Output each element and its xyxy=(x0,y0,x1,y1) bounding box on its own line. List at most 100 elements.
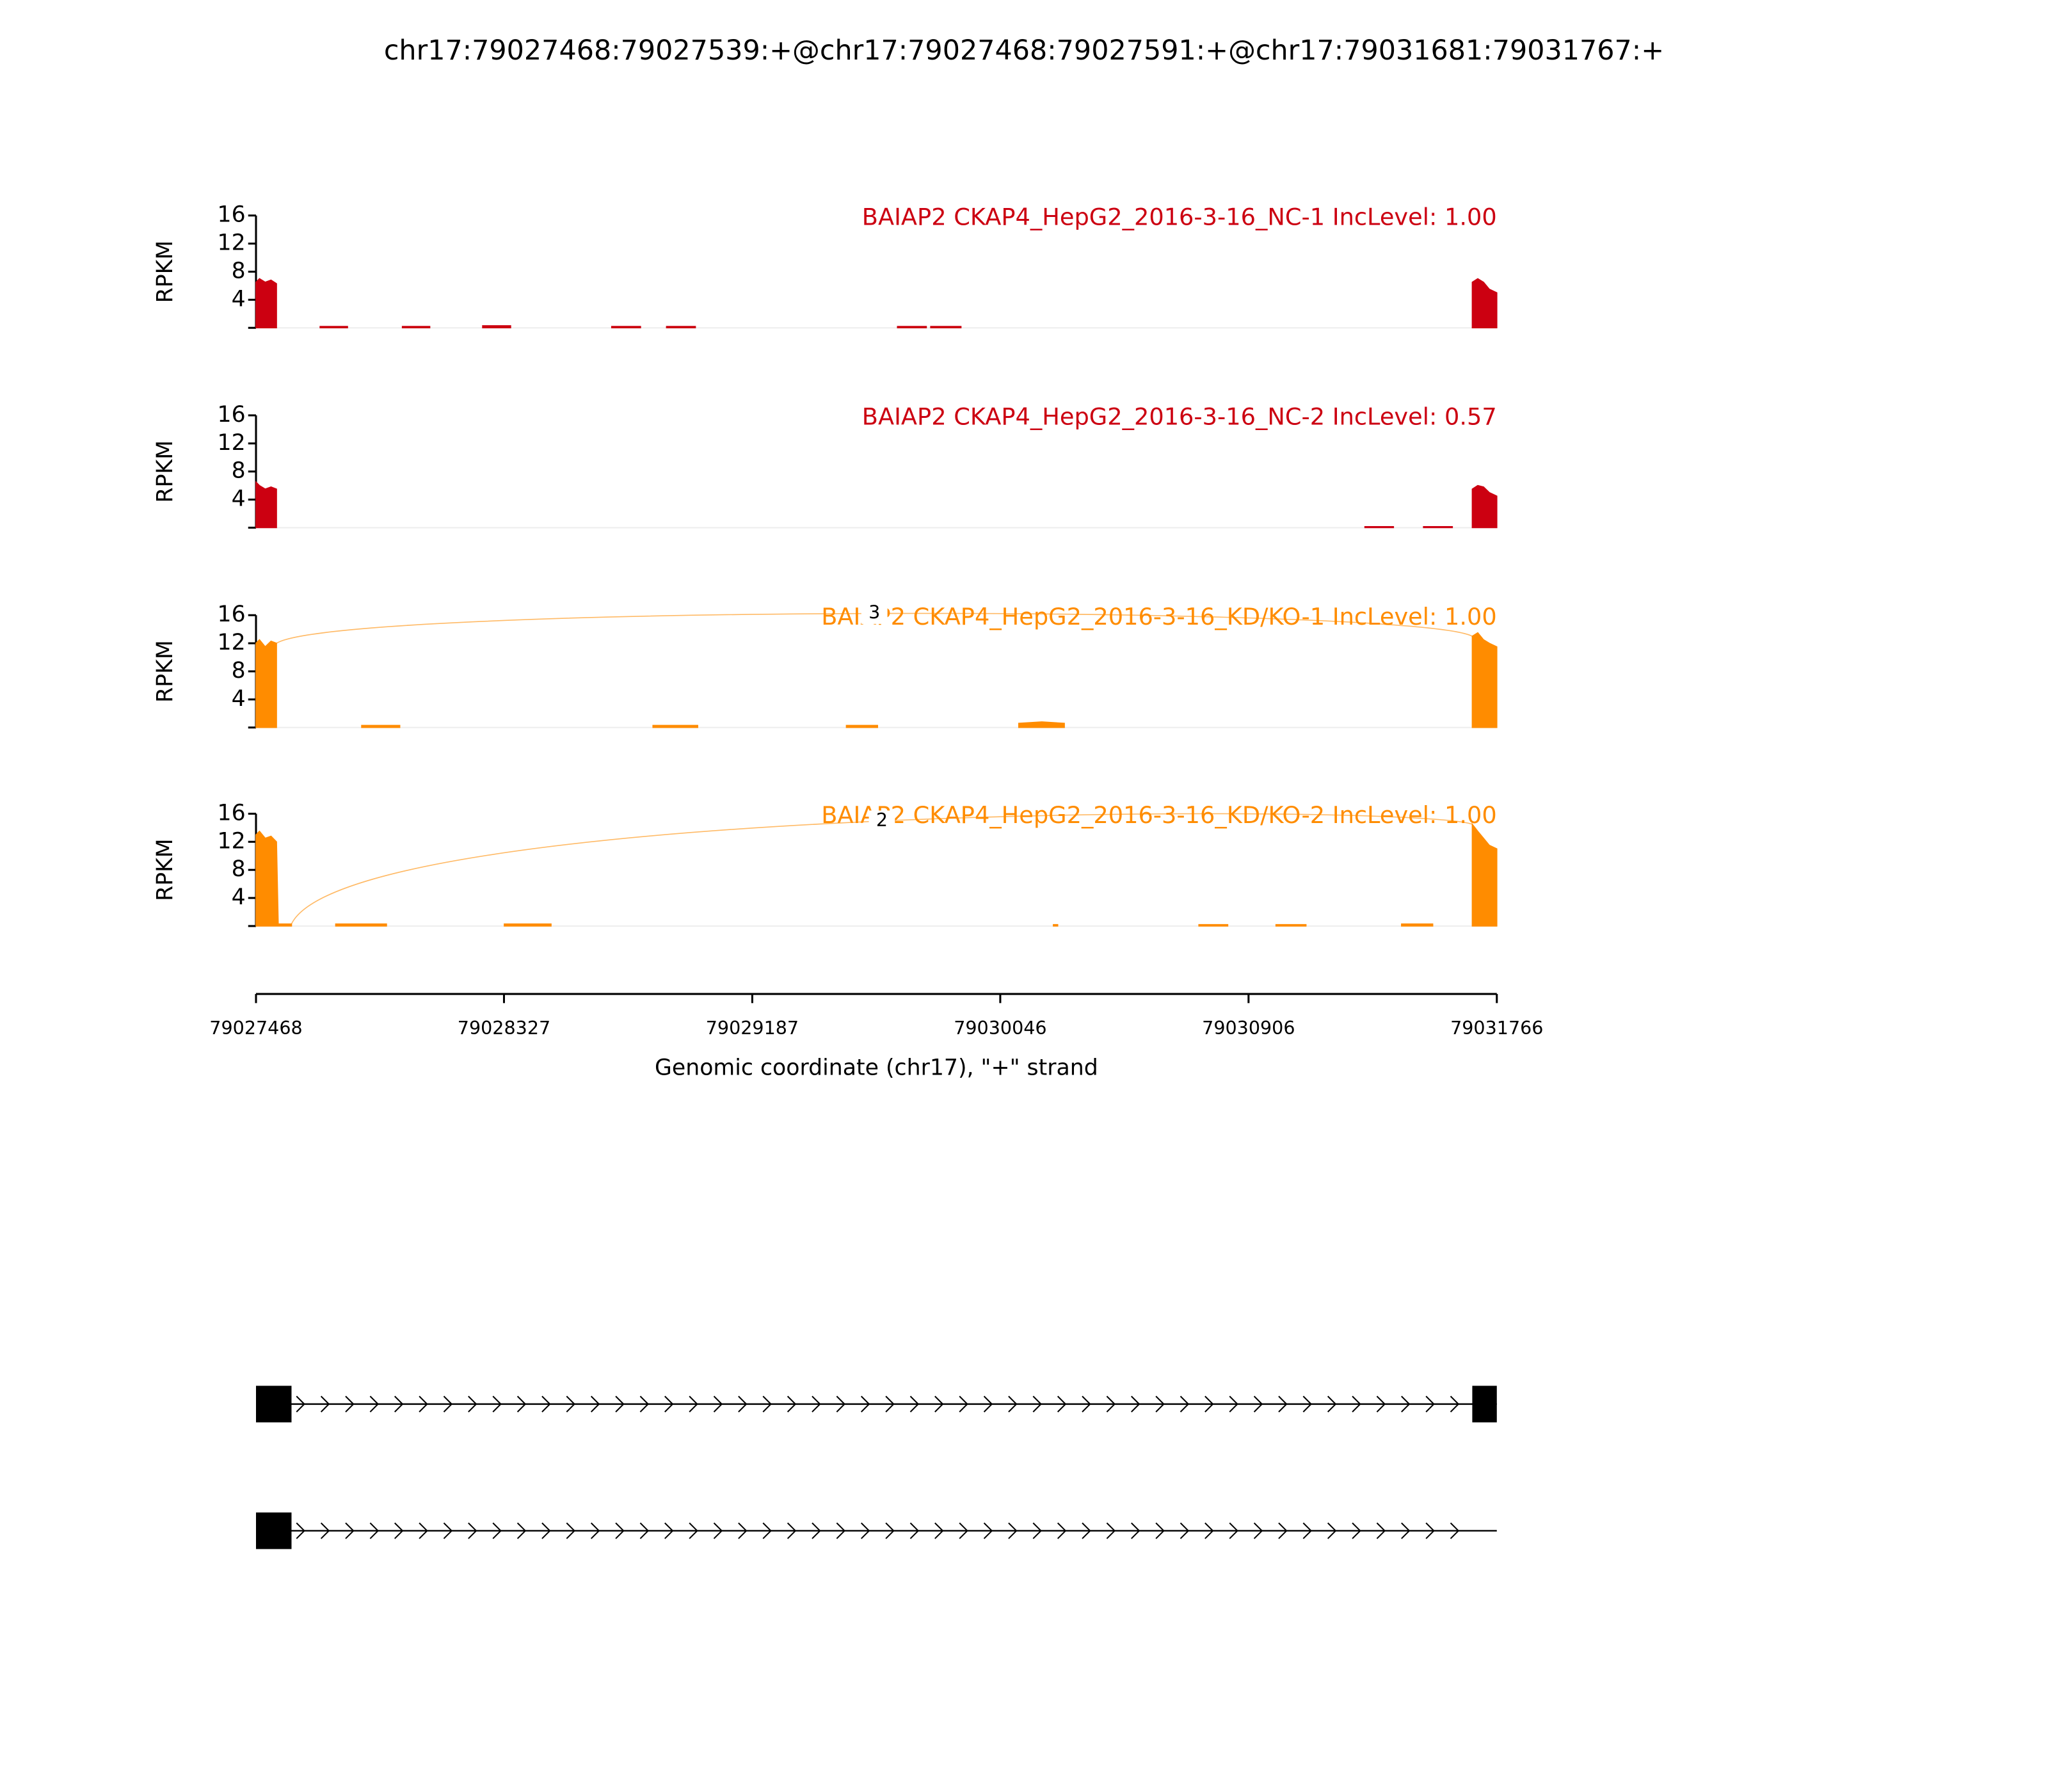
coverage-area xyxy=(1471,484,1498,529)
strand-arrow xyxy=(369,1395,380,1412)
strand-arrow xyxy=(983,1522,993,1539)
strand-arrow xyxy=(738,1522,748,1539)
junction-label-bg xyxy=(861,603,888,624)
y-tick-label: 12 xyxy=(218,230,246,256)
x-tick-label: 79027468 xyxy=(209,1017,302,1039)
strand-arrow xyxy=(836,1395,846,1412)
strand-arrow xyxy=(1327,1395,1337,1412)
strand-arrow xyxy=(468,1395,477,1412)
strand-arrow xyxy=(320,1522,330,1539)
x-tick-label: 79030906 xyxy=(1202,1017,1295,1039)
strand-arrow xyxy=(1155,1522,1165,1539)
strand-arrow xyxy=(909,1395,920,1412)
strand-arrow xyxy=(1204,1522,1214,1539)
strand-arrow xyxy=(909,1522,920,1539)
strand-arrow xyxy=(345,1522,355,1539)
strand-arrow xyxy=(1057,1395,1067,1412)
strand-arrow xyxy=(1229,1522,1238,1539)
coverage-area xyxy=(361,724,401,728)
x-tick-label: 79028327 xyxy=(458,1017,550,1039)
track-title: BAIAP2 CKAP4_HepG2_2016-3-16_NC-2 IncLev… xyxy=(862,403,1497,431)
coverage-area xyxy=(255,830,292,927)
strand-arrow xyxy=(1057,1522,1067,1539)
x-tick-label: 79031766 xyxy=(1450,1017,1543,1039)
coverage-area xyxy=(319,326,348,329)
coverage-area xyxy=(1471,278,1498,329)
strand-arrow xyxy=(615,1395,625,1412)
strand-arrow xyxy=(689,1522,698,1539)
y-tick-label: 16 xyxy=(218,800,246,826)
coverage-area xyxy=(482,325,511,329)
coverage-area xyxy=(611,326,641,329)
coverage-area xyxy=(1198,924,1229,927)
y-tick-label: 8 xyxy=(232,258,246,284)
strand-arrow xyxy=(296,1522,305,1539)
strand-arrow xyxy=(492,1522,502,1539)
strand-arrow xyxy=(590,1395,600,1412)
strand-arrow xyxy=(541,1522,551,1539)
strand-arrow xyxy=(1106,1522,1116,1539)
y-tick-label: 16 xyxy=(218,202,246,228)
y-tick-label: 16 xyxy=(218,602,246,627)
strand-arrow xyxy=(566,1522,575,1539)
junction-label: 2 xyxy=(876,809,888,831)
strand-arrow xyxy=(1032,1522,1042,1539)
y-tick-label: 4 xyxy=(232,486,246,512)
strand-arrow xyxy=(296,1395,305,1412)
strand-arrow xyxy=(1229,1395,1238,1412)
coverage-area xyxy=(401,326,431,329)
strand-arrow xyxy=(369,1522,380,1539)
strand-arrow xyxy=(860,1522,870,1539)
strand-arrow xyxy=(1278,1522,1288,1539)
strand-arrow xyxy=(468,1522,477,1539)
y-tick-label: 12 xyxy=(218,430,246,456)
strand-arrow xyxy=(787,1395,797,1412)
strand-arrow xyxy=(1352,1522,1361,1539)
strand-arrow xyxy=(689,1395,698,1412)
y-axis-label: RPKM xyxy=(152,241,178,303)
strand-arrow xyxy=(1327,1522,1337,1539)
strand-arrow xyxy=(1302,1395,1313,1412)
y-axis-label: RPKM xyxy=(152,640,178,703)
strand-arrow xyxy=(812,1395,821,1412)
strand-arrow xyxy=(394,1395,404,1412)
coverage-area xyxy=(897,326,927,329)
strand-arrow xyxy=(1180,1395,1190,1412)
coverage-area xyxy=(255,481,277,529)
coverage-area xyxy=(1471,632,1498,728)
junction-label-bg xyxy=(868,810,895,832)
strand-arrow xyxy=(1008,1395,1018,1412)
strand-arrow xyxy=(1131,1522,1140,1539)
coverage-area xyxy=(1471,822,1498,927)
strand-arrow xyxy=(959,1522,968,1539)
y-tick-label: 4 xyxy=(232,884,246,910)
strand-arrow xyxy=(885,1522,895,1539)
strand-arrow xyxy=(762,1522,772,1539)
strand-arrow xyxy=(516,1395,527,1412)
track-title: BAIAP2 CKAP4_HepG2_2016-3-16_NC-1 IncLev… xyxy=(862,203,1497,230)
y-tick-label: 16 xyxy=(218,402,246,428)
strand-arrow xyxy=(664,1395,674,1412)
strand-arrow xyxy=(1082,1522,1091,1539)
strand-arrow xyxy=(1253,1395,1263,1412)
coverage-area xyxy=(1401,923,1434,927)
coverage-area xyxy=(1423,526,1453,529)
strand-arrow xyxy=(860,1395,870,1412)
strand-arrow xyxy=(934,1522,944,1539)
strand-arrow xyxy=(1450,1395,1460,1412)
strand-arrow xyxy=(419,1522,428,1539)
strand-arrow xyxy=(983,1395,993,1412)
coverage-area xyxy=(1364,526,1395,529)
y-tick-label: 12 xyxy=(218,828,246,854)
strand-arrow xyxy=(443,1395,453,1412)
strand-arrow xyxy=(541,1395,551,1412)
strand-arrow xyxy=(812,1522,821,1539)
strand-arrow xyxy=(787,1522,797,1539)
strand-arrow xyxy=(1302,1522,1313,1539)
strand-arrow xyxy=(1106,1395,1116,1412)
y-tick-label: 4 xyxy=(232,686,246,712)
strand-arrow xyxy=(836,1522,846,1539)
y-axis-label: RPKM xyxy=(152,838,178,901)
strand-arrow xyxy=(1008,1522,1018,1539)
